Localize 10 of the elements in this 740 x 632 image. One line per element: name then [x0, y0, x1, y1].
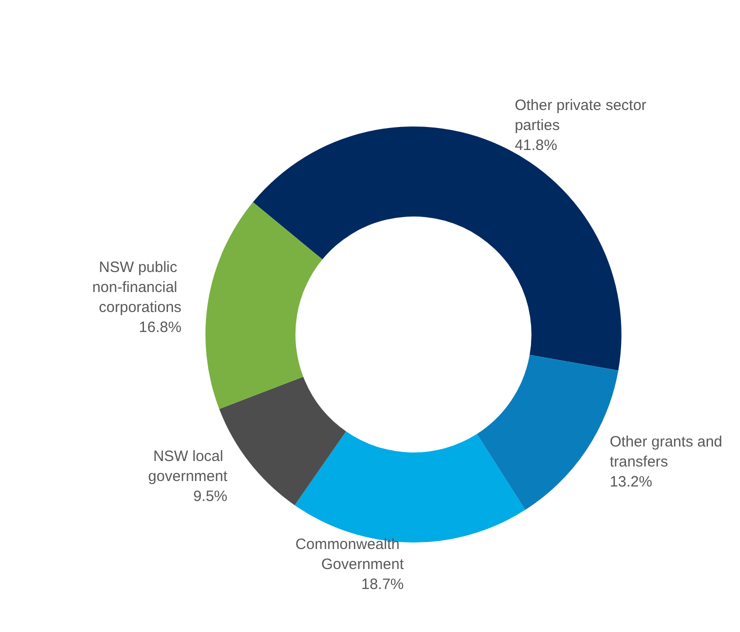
- data-label: 41.8%: [514, 137, 558, 154]
- slice-label: Other private sector parties: [514, 97, 651, 134]
- data-label: 9.5%: [193, 488, 228, 505]
- data-label: 13.2%: [610, 474, 652, 491]
- slice-label: Other grants and transfers: [610, 434, 726, 471]
- slice-label: NSW local government: [148, 448, 228, 485]
- slice-label: NSW public non-financial corporations: [92, 258, 182, 316]
- data-label: 16.8%: [138, 318, 182, 336]
- data-label: 18.7%: [361, 576, 404, 593]
- slice-label: Commonwealth Government: [295, 536, 405, 573]
